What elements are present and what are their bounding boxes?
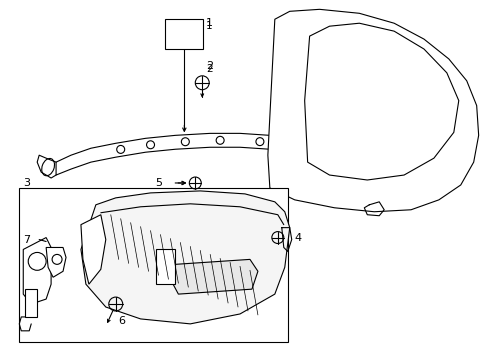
Bar	[19, 188, 287, 342]
Polygon shape	[23, 238, 51, 304]
Text: 5: 5	[155, 178, 162, 188]
Text: 7: 7	[23, 234, 30, 244]
Text: 2: 2	[206, 61, 213, 71]
Text: 1: 1	[206, 18, 213, 28]
Text: 6: 6	[119, 316, 125, 326]
Text: 2: 2	[206, 64, 212, 74]
Polygon shape	[267, 9, 478, 212]
Polygon shape	[56, 133, 359, 175]
Polygon shape	[304, 23, 458, 180]
Bar	[25, 289, 37, 317]
Ellipse shape	[41, 158, 54, 176]
Polygon shape	[46, 247, 66, 277]
Polygon shape	[81, 191, 289, 324]
Text: 3: 3	[23, 178, 30, 188]
Bar	[155, 249, 175, 284]
Text: 1: 1	[206, 21, 212, 31]
Polygon shape	[81, 215, 105, 284]
Bar	[165, 19, 203, 49]
Polygon shape	[170, 260, 257, 294]
Text: 4: 4	[294, 233, 301, 243]
